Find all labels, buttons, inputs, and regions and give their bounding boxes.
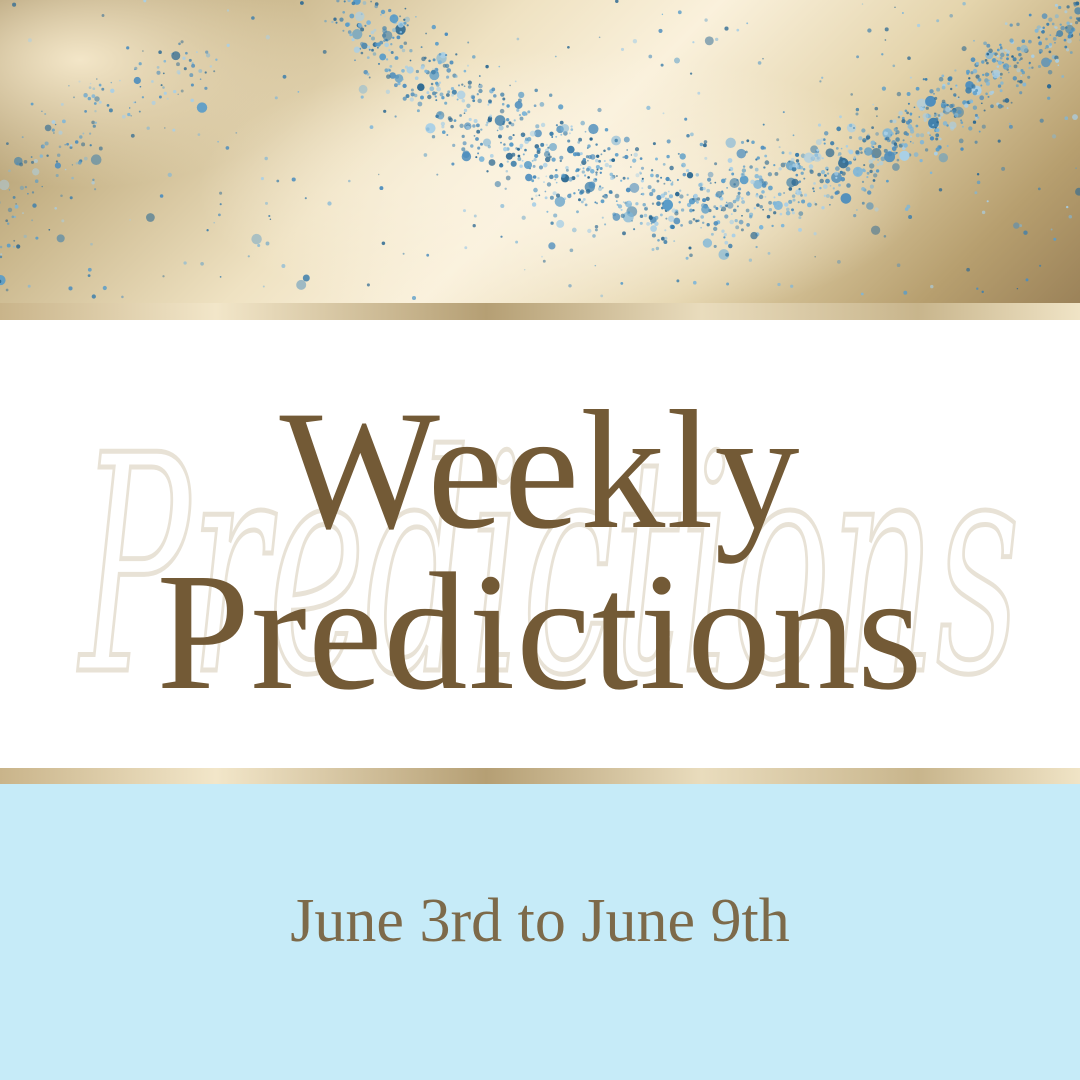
gold-glitter-banner bbox=[0, 0, 1080, 310]
script-watermark: Predictions bbox=[75, 390, 1023, 744]
date-panel bbox=[0, 784, 1080, 1080]
script-watermark-text: Predictions bbox=[77, 392, 1020, 741]
title-panel bbox=[0, 320, 1080, 770]
gold-trim-bottom bbox=[0, 768, 1080, 784]
gold-trim-top bbox=[0, 303, 1080, 321]
blue-glitter-swirl bbox=[0, 0, 1080, 301]
title-weekly: Weekly bbox=[279, 376, 801, 564]
title-predictions: Predictions bbox=[156, 539, 924, 725]
date-range: June 3rd to June 9th bbox=[290, 887, 790, 955]
